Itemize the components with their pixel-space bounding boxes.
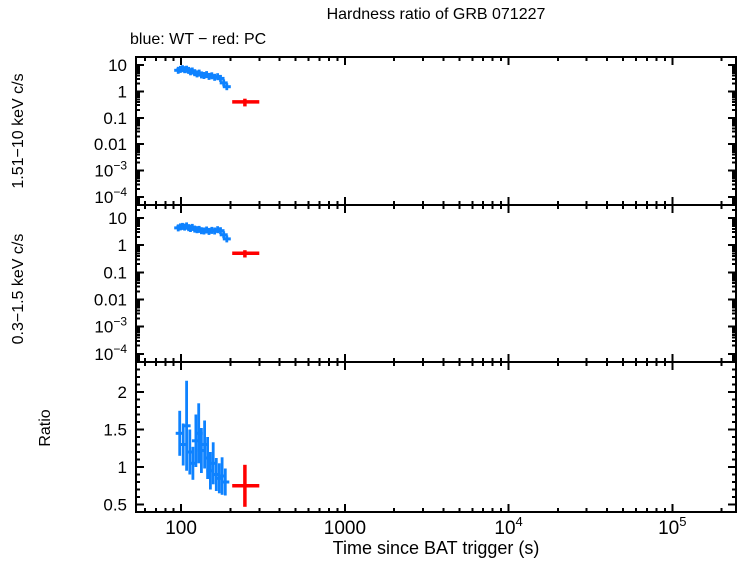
pc-series-soft-rate [232, 250, 260, 258]
y-axis-label-ratio: Ratio [37, 409, 54, 447]
y-tick-labels-ratio: 2 1.5 1 0.5 [103, 383, 127, 515]
svg-text:10−4: 10−4 [94, 342, 127, 364]
panel-ratio [135, 361, 737, 513]
panel-soft-rate [135, 204, 737, 363]
x-tick-labels: 100 1000 104 105 [165, 514, 686, 539]
svg-text:10−3: 10−3 [94, 315, 127, 337]
svg-text:10: 10 [108, 56, 127, 75]
panel-hard-rate [135, 56, 737, 206]
svg-text:1: 1 [118, 82, 127, 101]
svg-text:105: 105 [658, 514, 686, 539]
pc-series-ratio [232, 464, 260, 507]
svg-text:2: 2 [118, 383, 127, 402]
svg-text:1000: 1000 [324, 518, 366, 539]
chart-legend-note: blue: WT − red: PC [130, 31, 267, 48]
pc-series-hard-rate [232, 98, 260, 107]
y-tick-labels-soft-rate: 10 1 0.1 0.01 10−3 10−4 [94, 209, 127, 364]
wt-series-hard-rate [174, 65, 231, 91]
svg-text:0.5: 0.5 [103, 496, 127, 515]
wt-series-ratio [175, 380, 230, 496]
svg-text:10: 10 [108, 209, 127, 228]
y-axis-label-soft: 0.3−1.5 keV c/s [10, 233, 27, 345]
y-axis-label-hard: 1.51−10 keV c/s [10, 73, 27, 189]
y-tick-labels-hard-rate: 10 1 0.1 0.01 10−3 10−4 [94, 56, 127, 207]
wt-series-soft-rate [174, 222, 231, 243]
svg-text:0.01: 0.01 [94, 135, 127, 154]
svg-text:1: 1 [118, 236, 127, 255]
svg-text:1.5: 1.5 [103, 421, 127, 440]
svg-text:0.01: 0.01 [94, 291, 127, 310]
svg-text:10−4: 10−4 [94, 185, 127, 207]
chart-title: Hardness ratio of GRB 071227 [326, 6, 546, 23]
svg-text:10−3: 10−3 [94, 159, 127, 181]
svg-text:104: 104 [494, 514, 522, 539]
svg-text:0.1: 0.1 [103, 263, 127, 282]
svg-text:0.1: 0.1 [103, 109, 127, 128]
x-axis-label: Time since BAT trigger (s) [332, 538, 540, 558]
svg-text:1: 1 [118, 458, 127, 477]
svg-text:100: 100 [165, 518, 197, 539]
